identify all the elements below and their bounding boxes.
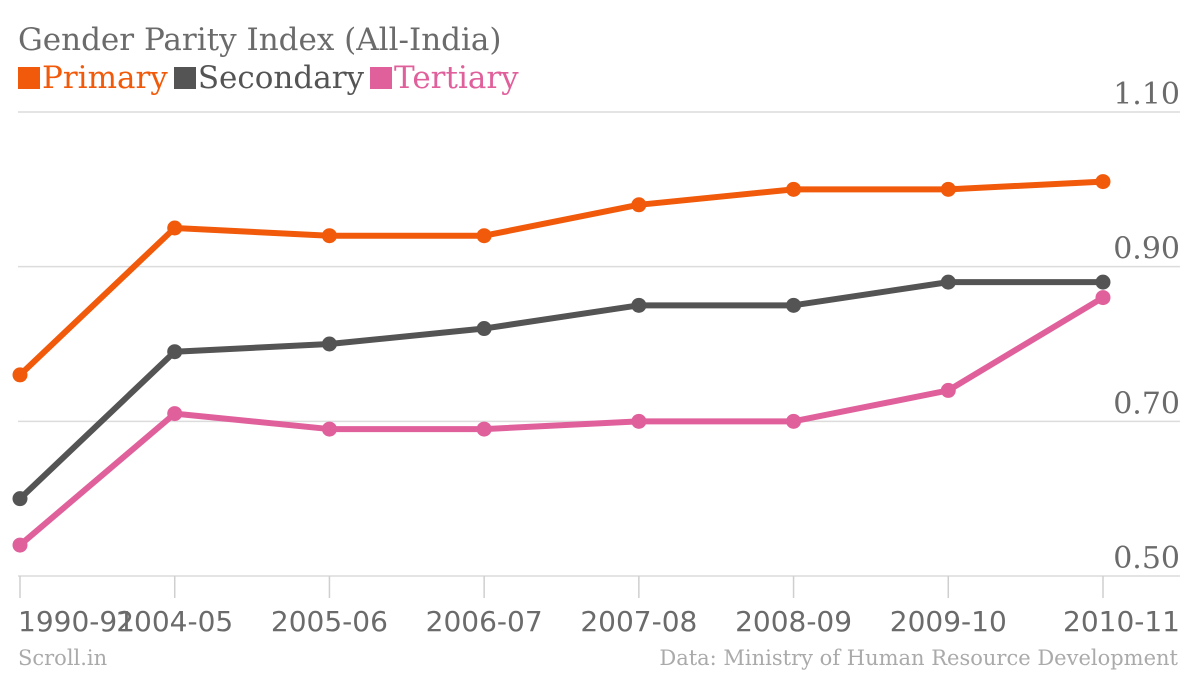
data-point-tertiary (12, 537, 28, 553)
data-point-secondary (12, 491, 28, 507)
x-tick-label: 2010-11 (1063, 605, 1180, 638)
chart-title: Gender Parity Index (All-India) (18, 22, 502, 58)
y-tick-label: 0.70 (1113, 386, 1180, 421)
x-tick-label: 2006-07 (426, 605, 543, 638)
data-point-tertiary (167, 406, 183, 422)
x-tick-label: 2008-09 (735, 605, 852, 638)
data-point-primary (476, 228, 492, 244)
series-line-primary (17, 178, 1106, 378)
legend-swatch (18, 67, 40, 89)
data-point-tertiary (940, 382, 956, 398)
data-point-primary (940, 181, 956, 197)
data-point-secondary (321, 336, 337, 352)
x-tick-label: 2009-10 (890, 605, 1007, 638)
data-point-secondary (786, 297, 802, 313)
legend-item-tertiary: Tertiary (370, 60, 519, 96)
data-point-tertiary (631, 413, 647, 429)
x-tick-label: 2005-06 (271, 605, 388, 638)
legend-label: Primary (42, 60, 168, 96)
x-tick-label: 1990-91 (18, 605, 135, 638)
y-tick-label: 0.90 (1113, 232, 1180, 267)
data-point-tertiary (786, 413, 802, 429)
source-credit: Scroll.in (18, 646, 108, 670)
y-tick-label: 0.50 (1113, 541, 1180, 576)
x-tick-label: 2007-08 (580, 605, 697, 638)
data-point-tertiary (321, 421, 337, 437)
data-point-primary (631, 197, 647, 213)
data-point-secondary (1095, 274, 1111, 290)
chart-legend: Primary Secondary Tertiary (18, 60, 525, 96)
data-point-secondary (476, 321, 492, 337)
x-tick-label: 2004-05 (116, 605, 233, 638)
data-point-primary (786, 181, 802, 197)
legend-item-primary: Primary (18, 60, 168, 96)
data-point-tertiary (1095, 290, 1111, 306)
data-source-note: Data: Ministry of Human Resource Develop… (659, 646, 1178, 670)
legend-label: Secondary (197, 60, 365, 96)
data-point-primary (12, 367, 28, 383)
legend-label: Tertiary (394, 60, 519, 96)
series-line-tertiary (17, 294, 1106, 549)
data-point-secondary (167, 344, 183, 360)
data-point-primary (321, 228, 337, 244)
data-point-tertiary (476, 421, 492, 437)
data-point-primary (1095, 174, 1111, 190)
data-point-primary (167, 220, 183, 236)
legend-swatch (370, 67, 393, 89)
legend-swatch (173, 67, 196, 89)
series-line-secondary (17, 279, 1106, 502)
y-tick-label: 1.10 (1113, 77, 1180, 112)
data-point-secondary (940, 274, 956, 290)
data-point-secondary (631, 297, 647, 313)
legend-item-secondary: Secondary (173, 60, 365, 96)
